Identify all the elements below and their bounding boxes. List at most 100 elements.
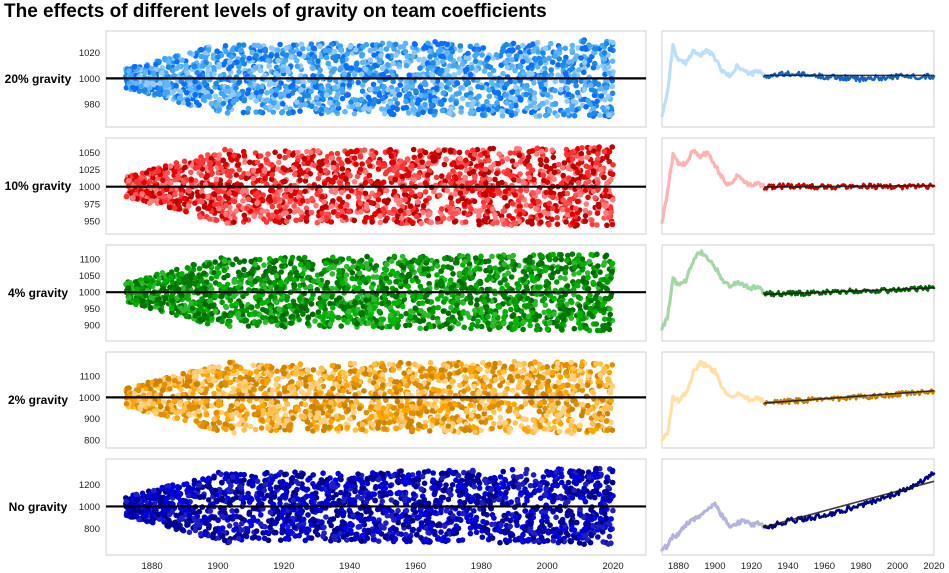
scatter-point xyxy=(583,201,590,207)
scatter-point xyxy=(569,93,575,99)
scatter-point xyxy=(351,110,358,117)
scatter-point xyxy=(479,106,486,112)
scatter-point xyxy=(609,144,615,150)
scatter-point xyxy=(498,95,504,101)
scatter-point xyxy=(387,323,393,330)
scatter-point xyxy=(596,144,602,150)
scatter-point xyxy=(287,260,294,267)
scatter-point xyxy=(402,48,409,55)
scatter-point xyxy=(212,93,219,100)
scatter-point xyxy=(504,64,511,71)
scatter-point xyxy=(566,175,572,181)
scatter-point xyxy=(297,216,304,223)
y-tick-label: 980 xyxy=(84,100,100,111)
scatter-point xyxy=(548,40,554,47)
row-label: 20% gravity xyxy=(5,72,72,86)
scatter-point xyxy=(370,81,377,88)
scatter-point xyxy=(588,217,594,223)
scatter-point xyxy=(603,209,609,216)
scatter-point xyxy=(181,158,188,165)
scatter-point xyxy=(242,317,249,324)
scatter-point xyxy=(590,105,597,112)
scatter-point xyxy=(529,148,535,154)
scatter-point xyxy=(486,157,492,164)
scatter-point xyxy=(188,177,195,183)
scatter-point xyxy=(414,199,421,205)
scatter-point xyxy=(198,172,205,178)
scatter-point xyxy=(172,176,178,183)
scatter-point xyxy=(328,203,335,209)
scatter-point xyxy=(538,219,544,225)
scatter-point xyxy=(535,49,541,55)
scatter-point xyxy=(358,209,364,215)
scatter-point xyxy=(478,162,485,168)
scatter-point xyxy=(224,168,231,174)
scatter-point xyxy=(353,66,360,72)
scatter-point xyxy=(526,162,533,169)
scatter-point xyxy=(354,60,360,66)
scatter-point xyxy=(173,198,180,205)
scatter-point xyxy=(422,149,429,156)
scatter-point xyxy=(533,326,540,333)
scatter-point xyxy=(174,266,180,273)
scatter-point xyxy=(576,67,582,73)
scatter-point xyxy=(441,215,447,221)
scatter-point xyxy=(281,317,288,323)
scatter-point xyxy=(298,209,304,215)
scatter-point xyxy=(363,66,369,73)
scatter-point xyxy=(216,195,223,201)
scatter-point xyxy=(390,104,396,111)
scatter-point xyxy=(512,192,518,198)
scatter-point xyxy=(433,174,440,181)
scatter-point xyxy=(246,55,253,62)
scatter-point xyxy=(347,44,354,50)
scatter-point xyxy=(410,146,417,153)
scatter-point xyxy=(509,63,515,69)
scatter-point xyxy=(240,42,247,48)
scatter-point xyxy=(533,205,539,212)
scatter-point xyxy=(329,68,336,74)
scatter-point xyxy=(454,302,460,308)
scatter-point xyxy=(436,48,443,55)
scatter-point xyxy=(480,45,487,51)
scatter-point xyxy=(574,89,581,96)
scatter-point xyxy=(457,47,463,53)
scatter-point xyxy=(216,189,222,195)
scatter-point xyxy=(173,83,179,89)
scatter-point xyxy=(228,157,235,163)
scatter-point xyxy=(464,180,471,186)
scatter-point xyxy=(472,174,478,180)
scatter-point xyxy=(604,222,610,229)
scatter-point xyxy=(206,216,213,222)
scatter-point xyxy=(458,105,465,111)
scatter-point xyxy=(253,90,260,96)
scatter-point xyxy=(349,104,356,110)
scatter-point xyxy=(325,109,332,115)
scatter-point xyxy=(346,208,352,215)
scatter-point xyxy=(504,100,510,106)
scatter-point xyxy=(303,173,310,180)
scatter-point xyxy=(535,188,541,195)
scatter-point xyxy=(302,188,308,195)
scatter-point xyxy=(569,149,575,156)
scatter-point xyxy=(326,47,333,54)
scatter-point xyxy=(405,110,412,116)
scatter-point xyxy=(261,168,268,174)
scatter-point xyxy=(594,251,600,258)
scatter-point xyxy=(183,208,189,215)
scatter-point xyxy=(275,196,282,202)
scatter-point xyxy=(143,82,149,88)
scatter-point xyxy=(415,72,421,78)
scatter-point xyxy=(363,214,370,221)
scatter-point xyxy=(380,206,387,212)
scatter-point xyxy=(504,81,510,87)
scatter-point xyxy=(535,198,542,205)
scatter-point xyxy=(386,42,393,49)
scatter-point xyxy=(239,56,246,63)
scatter-point xyxy=(396,92,402,98)
scatter-point xyxy=(314,191,321,197)
scatter-point xyxy=(430,60,436,66)
scatter-point xyxy=(402,187,408,193)
scatter-point xyxy=(458,164,465,170)
scatter-point xyxy=(215,54,221,60)
